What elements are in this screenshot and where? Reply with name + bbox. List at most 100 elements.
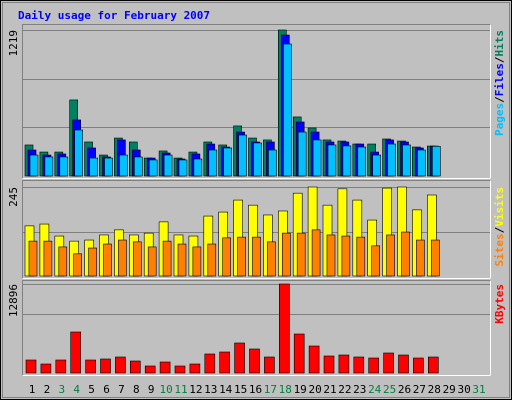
x-tick-label: 14 [219,383,233,396]
bar [59,156,69,177]
bar [103,243,112,277]
x-tick-label: 20 [308,383,321,396]
bar [427,356,439,374]
bar [207,243,217,277]
x-tick-label: 12 [189,383,202,396]
bar [40,363,52,374]
bar [368,357,380,374]
x-tick-label: 21 [323,383,336,396]
bar [278,283,290,374]
legend-entry: Sites [493,233,506,266]
bar [402,144,411,177]
bar [100,358,111,374]
bar [223,147,232,177]
x-tick-label: 4 [73,383,80,396]
bar [237,236,246,277]
x-tick-label: 29 [443,383,456,396]
bar [252,236,261,277]
bar [134,156,143,177]
bar [341,235,351,277]
bar [115,356,126,374]
bar [267,241,276,277]
bar [118,239,127,277]
bar [312,139,322,177]
x-tick-label: 24 [368,383,382,396]
bar [104,157,113,177]
bar [189,363,201,374]
x-tick-label: 18 [279,383,292,396]
bar [85,359,96,374]
bar [327,144,337,177]
bar [249,348,260,374]
bar [398,354,409,374]
x-tick-label: 16 [249,383,262,396]
x-tick-label: 9 [148,383,155,396]
bar [177,243,187,277]
bar [323,355,335,374]
legend: Sites/Visits [493,187,506,267]
bar [43,240,53,277]
bar [163,154,173,177]
bar [371,245,381,277]
x-tick-label: 11 [174,383,187,396]
x-tick-label: 28 [428,383,441,396]
y-tick-label: 1219 [7,30,20,57]
bar [219,351,230,374]
x-tick-label: 5 [88,383,95,396]
legend-separator: / [493,96,506,103]
x-tick-label: 30 [457,383,470,396]
bar [133,241,142,277]
bar [293,333,305,374]
bar [29,154,39,177]
x-tick-label: 10 [159,383,172,396]
bar [308,345,320,374]
bar [413,357,424,374]
bar [44,156,54,177]
bar [70,331,81,374]
legend: Pages/Files/Hits [493,30,506,136]
bar [193,158,203,177]
bar [208,149,218,177]
bar [417,149,426,177]
bar [383,352,394,374]
x-tick-label: 2 [44,383,51,396]
legend-separator: / [493,226,506,233]
bar [430,239,440,277]
bar [148,159,158,177]
bar [342,145,352,177]
y-tick-label: 245 [7,187,20,207]
bar [28,240,38,277]
bar [401,231,410,277]
y-tick-label: 12896 [7,284,20,317]
bar [372,154,382,177]
bar [222,237,231,277]
x-tick-label: 17 [264,383,277,396]
legend-entry: Hits [493,30,506,57]
bar [159,361,171,374]
legend-entry: Pages [493,103,506,136]
bar [357,146,367,177]
bar [144,365,156,374]
x-tick-label: 22 [338,383,351,396]
bar [356,236,366,277]
bar [234,342,245,374]
bar [130,360,141,374]
bar [297,131,307,177]
legend-entry: Files [493,63,506,96]
bar [89,157,98,177]
bar [296,232,306,277]
x-tick-label: 25 [383,383,396,396]
x-tick-label: 19 [294,383,307,396]
bar [74,129,83,177]
bar [204,353,216,374]
x-tick-label: 6 [103,383,110,396]
bar [147,246,157,277]
bar [353,356,365,374]
bar [282,43,292,177]
legend-separator: / [493,56,506,63]
bar [386,234,395,277]
bar [268,149,277,177]
